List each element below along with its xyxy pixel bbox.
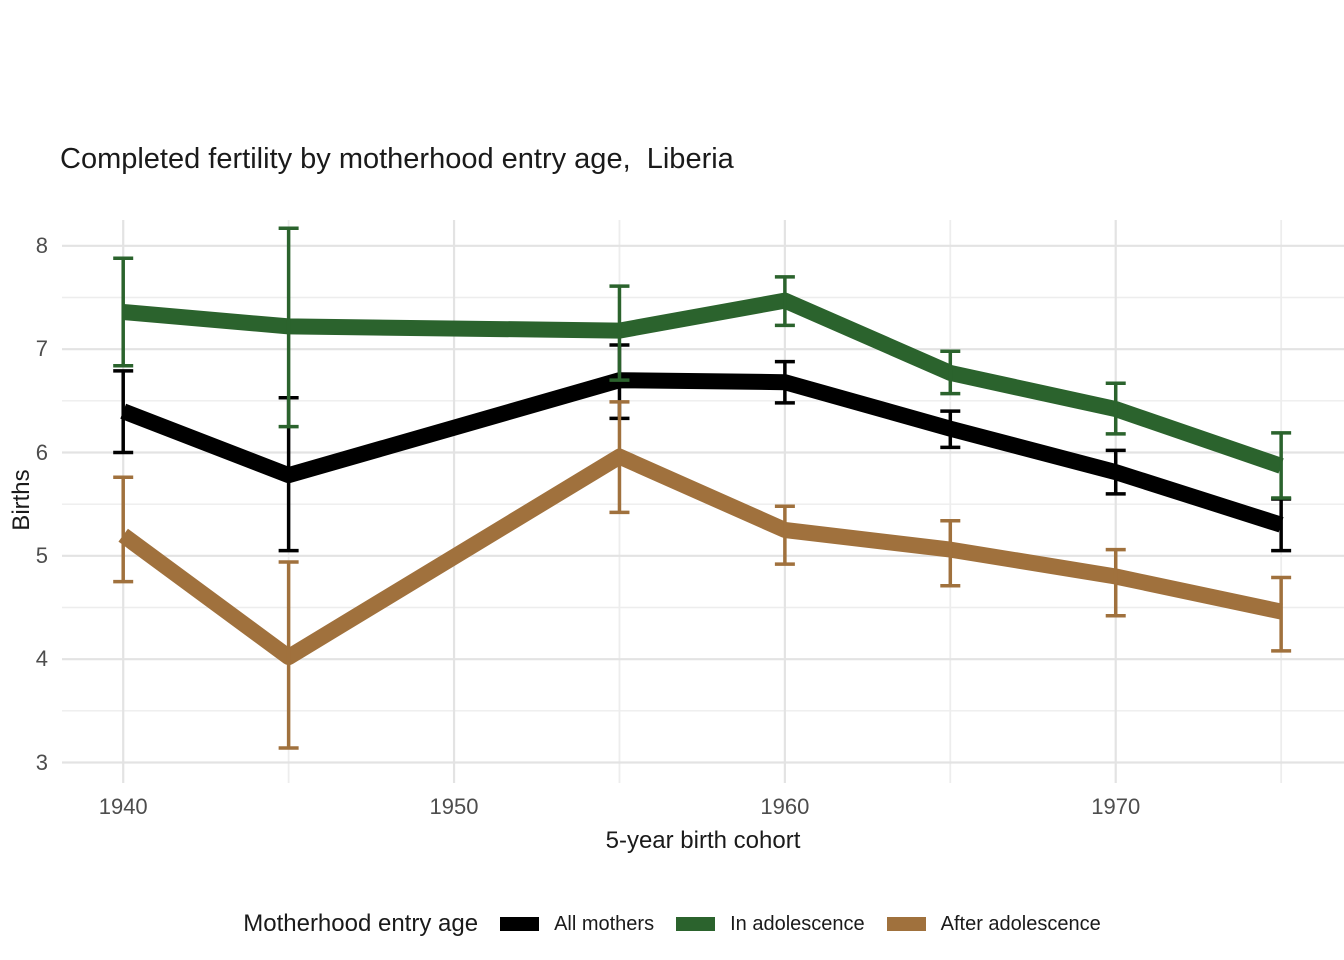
x-tick-label: 1970 [1091,794,1141,819]
y-tick-label: 8 [35,232,48,258]
legend-swatch [500,917,540,931]
legend-label: In adolescence [730,912,865,935]
legend-title: Motherhood entry age [243,910,479,937]
y-tick-label: 3 [35,749,48,775]
error-bar-in-adolescence [609,284,630,382]
error-bar-all-mothers [1105,448,1126,496]
legend-item: After adolescence [886,912,1101,936]
error-bar-after-adolescence [1271,575,1292,653]
legend-item: All mothers [500,913,654,936]
error-bar-all-mothers [774,359,795,405]
error-bar-after-adolescence [1105,547,1126,618]
error-bar-in-adolescence [278,226,299,429]
legend-swatch [676,917,716,931]
chart-title: Completed fertility by motherhood entry … [60,143,734,175]
error-bar-after-adolescence [609,400,630,515]
error-bar-all-mothers [940,409,961,450]
legend-label: After adolescence [940,912,1101,935]
legend-label: All mothers [554,912,655,935]
legend-swatch [886,917,926,931]
error-bar-in-adolescence [940,349,961,396]
error-bar-in-adolescence [113,256,134,368]
error-bar-in-adolescence [774,275,795,328]
legend-item: In adolescence [676,913,865,936]
x-tick-label: 1960 [760,794,810,819]
x-axis-title: 5-year birth cohort [605,827,801,854]
error-bar-in-adolescence [1271,431,1292,500]
error-bar-in-adolescence [1105,381,1126,436]
x-tick-label: 1940 [98,794,148,819]
error-bar-after-adolescence [774,504,795,566]
error-bar-all-mothers [113,369,134,455]
y-tick-label: 6 [35,439,48,465]
error-bar-after-adolescence [940,518,961,588]
legend-items: All mothers In adolescence After adolescen… [500,913,1101,936]
error-bar-after-adolescence [278,560,299,750]
y-tick-label: 7 [35,336,48,362]
y-tick-label: 4 [35,646,48,672]
x-tick-label: 1950 [429,794,479,819]
legend: Motherhood entry age All mothers In adole… [0,898,1344,950]
y-tick-label: 5 [35,542,48,568]
error-bar-after-adolescence [113,475,134,584]
